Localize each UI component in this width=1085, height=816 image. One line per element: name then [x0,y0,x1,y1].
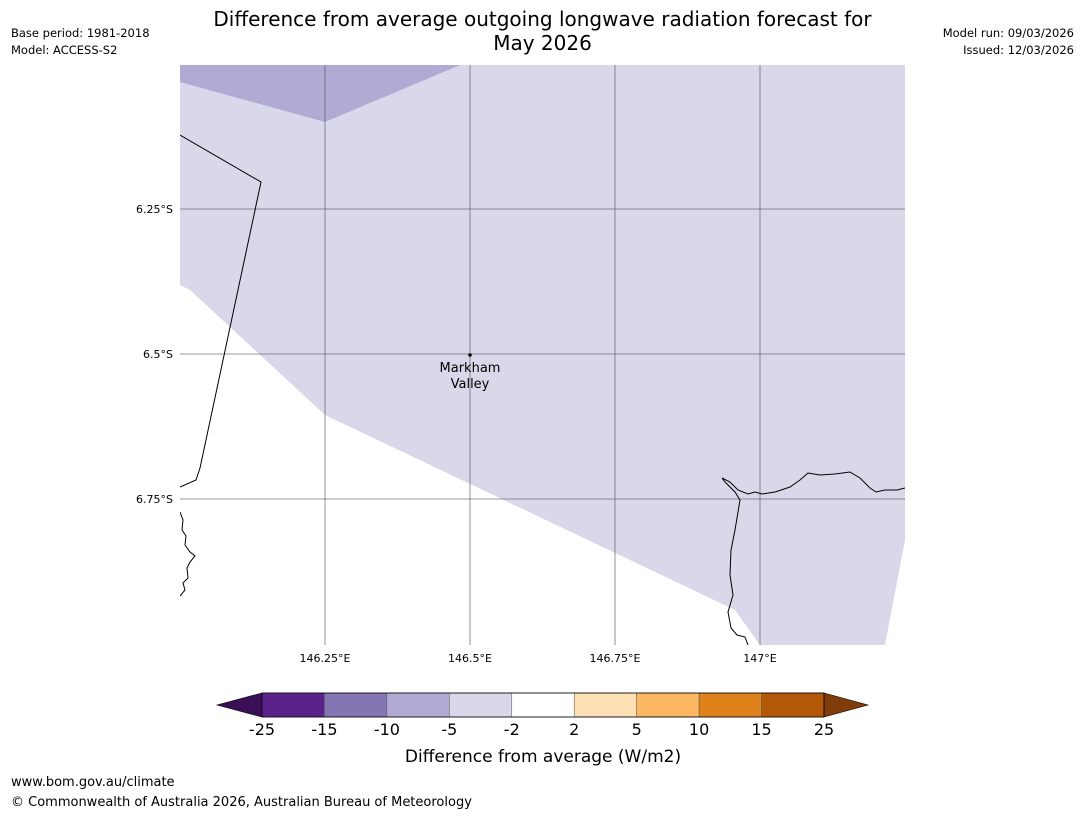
colorbar-segment [324,692,388,718]
map-title-line2: May 2026 [493,31,592,55]
lat-label-6-5: 6.5°S [143,348,173,361]
colorbar-segment [261,692,325,718]
footer-url[interactable]: www.bom.gov.au/climate [11,775,175,790]
anomaly-band-neg10-to-neg5 [180,65,460,122]
colorbar-ticks: -25 -15 -10 -5 -2 2 5 10 15 25 [249,720,834,739]
colorbar-tick-label: -25 [249,720,275,739]
lat-label-6-75: 6.75°S [136,493,173,506]
lat-label-6-25: 6.25°S [136,203,173,216]
province-border [180,134,262,488]
colorbar-segment [573,692,637,718]
place-label-line1: Markham [440,361,501,376]
colorbar-outline [261,692,825,718]
place-marker [468,353,472,357]
coastline-huon-gulf [721,471,905,645]
colorbar-tick-label: 15 [751,720,771,739]
gridlines [180,65,905,645]
metadata-left: Base period: 1981-2018 Model: ACCESS-S2 [11,25,150,59]
colorbar-segment [511,692,575,718]
model-run: Model run: 09/03/2026 [942,26,1074,40]
base-period: Base period: 1981-2018 [11,26,150,40]
colorbar-tick-label: -5 [441,720,457,739]
metadata-right: Model run: 09/03/2026 Issued: 12/03/2026 [943,25,1074,59]
colorbar-extend-max [823,692,870,718]
place-label-line2: Valley [451,377,490,392]
map-title: Difference from average outgoing longwav… [190,7,895,55]
colorbar-title: Difference from average (W/m2) [405,747,681,767]
footer-copyright: © Commonwealth of Australia 2026, Austra… [11,795,472,810]
colorbar-segment [386,692,450,718]
model-name: Model: ACCESS-S2 [11,43,118,57]
colorbar-tick-label: 2 [569,720,579,739]
lon-label-147: 147°E [743,652,776,665]
colorbar-segment [449,692,513,718]
anomaly-band-neg5-to-neg2 [180,65,905,645]
colorbar-tick-label: -15 [311,720,337,739]
issued-date: Issued: 12/03/2026 [963,43,1074,57]
coastline-west [180,511,196,597]
colorbar-tick-label: 5 [632,720,642,739]
colorbar-tick-label: -10 [374,720,400,739]
lon-label-146-25: 146.25°E [300,652,351,665]
colorbar-tick-label: 10 [689,720,709,739]
colorbar-extend-min [215,692,263,718]
colorbar-tick-label: -2 [504,720,520,739]
colorbar-segment [761,692,825,718]
map-title-line1: Difference from average outgoing longwav… [213,7,872,31]
colorbar-segment [698,692,762,718]
map-frame [180,65,905,645]
colorbar-tick-label: 25 [814,720,834,739]
lon-label-146-5: 146.5°E [448,652,492,665]
colorbar-segment [636,692,700,718]
lon-label-146-75: 146.75°E [590,652,641,665]
colorbar [215,692,870,718]
